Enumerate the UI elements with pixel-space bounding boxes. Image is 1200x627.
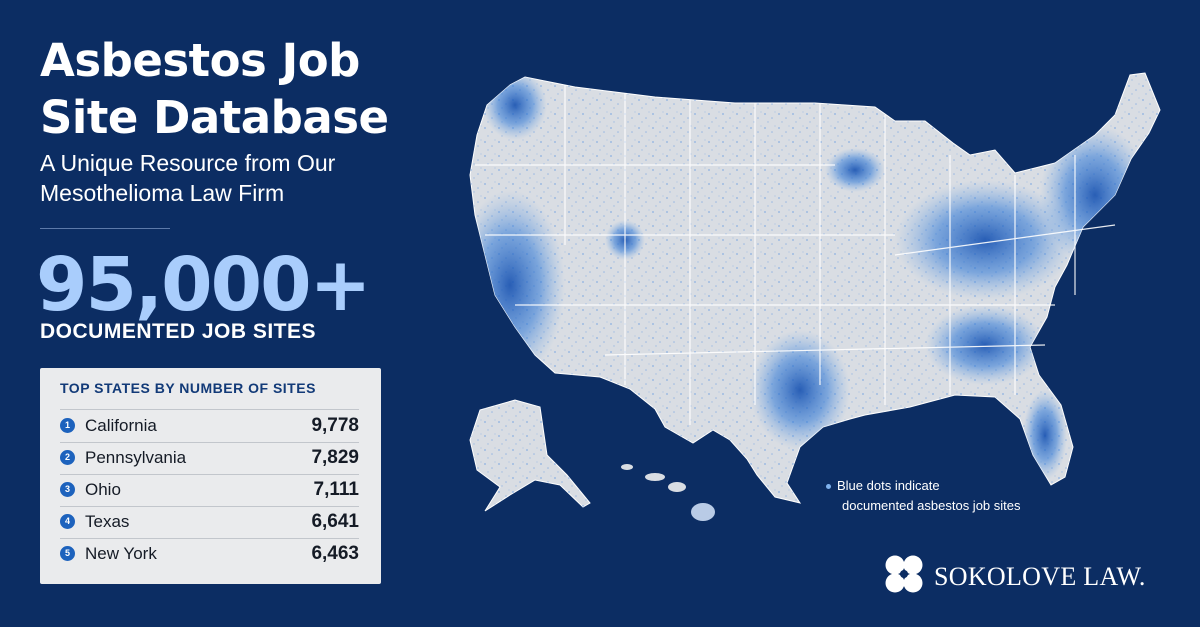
rank-badge: 5 [60,546,75,561]
state-count: 6,641 [311,511,359,532]
job-site-density [470,73,1160,503]
rank-badge: 4 [60,514,75,529]
page-title: Asbestos Job Site Database [40,32,389,146]
state-row: 3 Ohio 7,111 [60,474,359,507]
hotspot-great-lakes [895,180,1075,300]
legend-line-1: Blue dots indicate [826,476,1021,496]
hawaii-island-maui [668,482,686,492]
state-borders [475,85,1116,425]
alaska-dots [470,400,590,511]
subtitle-line-2: Mesothelioma Law Firm [40,180,285,206]
subtitle: A Unique Resource from Our Mesothelioma … [40,148,335,208]
state-name: New York [85,544,157,563]
legend-line-2: documented asbestos job sites [842,498,1021,513]
hotspot-texas [750,330,850,450]
top-states-card: TOP STATES BY NUMBER OF SITES 1 Californ… [40,368,381,584]
state-count: 9,778 [311,415,359,436]
state-name: Texas [85,512,130,531]
us-job-sites-map [469,72,1161,521]
card-divider [60,409,359,410]
hawaii-island-big-island [691,503,715,521]
state-row: 1 California 9,778 [60,410,359,443]
alaska [469,399,591,512]
map-legend: Blue dots indicate documented asbestos j… [826,476,1021,516]
site-count-caption: DOCUMENTED JOB SITES [40,320,317,343]
hotspot-pacific-northwest [483,73,547,140]
hawaii-island-kauai [621,464,633,470]
site-count: 95,000+ [36,242,372,328]
legend-text-1: Blue dots indicate [837,478,940,493]
contiguous-us [469,72,1161,504]
state-count: 7,111 [313,479,359,500]
top-states-heading: TOP STATES BY NUMBER OF SITES [60,380,316,396]
state-name: Pennsylvania [85,448,187,467]
hawaii-island-oahu [645,473,665,481]
rank-badge: 2 [60,450,75,465]
state-row: 5 New York 6,463 [60,538,359,570]
rank-badge: 3 [60,482,75,497]
state-name: California [85,416,157,435]
state-row: 4 Texas 6,641 [60,506,359,539]
divider [40,228,170,229]
hotspot-california [470,190,565,380]
rank-badge: 1 [60,418,75,433]
sokolove-mark-icon [885,555,923,593]
legend-dot-icon [826,484,831,490]
hotspot-northeast [1040,125,1150,265]
title-line-1: Asbestos Job [40,34,360,87]
title-line-2: Site Database [40,91,389,144]
hotspot-minnesota [825,148,885,192]
state-count: 6,463 [311,543,359,564]
hawaii [621,464,715,521]
state-name: Ohio [85,480,121,499]
brand-name: SOKOLOVE LAW. [934,562,1146,591]
subtitle-line-1: A Unique Resource from Our [40,150,336,176]
state-row: 2 Pennsylvania 7,829 [60,442,359,475]
state-count: 7,829 [311,447,359,468]
